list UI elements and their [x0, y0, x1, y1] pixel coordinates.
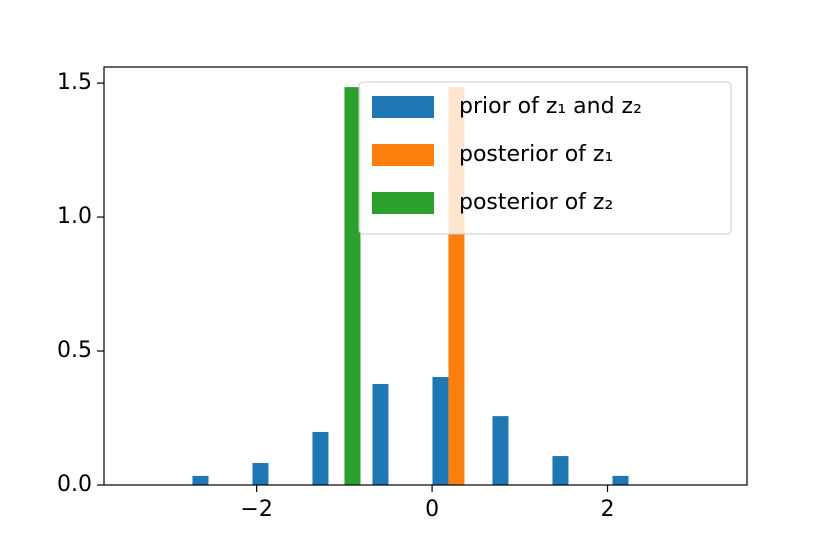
y-tick-label: 1.5	[57, 70, 92, 95]
legend-box	[358, 81, 732, 235]
bar	[312, 431, 329, 485]
legend-label: posterior of z₁	[459, 142, 613, 167]
y-tick-label: 0.0	[57, 472, 92, 497]
bar	[372, 383, 389, 485]
x-tick-label: 2	[601, 497, 615, 522]
legend-swatch	[372, 96, 434, 118]
bar	[192, 475, 209, 485]
bar	[252, 463, 269, 485]
legend-label: posterior of z₂	[459, 190, 613, 215]
bar	[344, 87, 361, 485]
x-tick-label: −2	[240, 497, 272, 522]
bar	[612, 475, 629, 485]
x-tick-label: 0	[425, 497, 439, 522]
legend-swatch	[372, 144, 434, 166]
plot-frame	[103, 66, 748, 486]
legend-label: prior of z₁ and z₂	[459, 94, 642, 119]
bar	[492, 416, 509, 485]
y-tick-label: 0.5	[57, 338, 92, 363]
bar	[552, 456, 569, 485]
bar	[432, 377, 449, 485]
y-tick-label: 1.0	[57, 204, 92, 229]
legend-swatch	[372, 192, 434, 214]
